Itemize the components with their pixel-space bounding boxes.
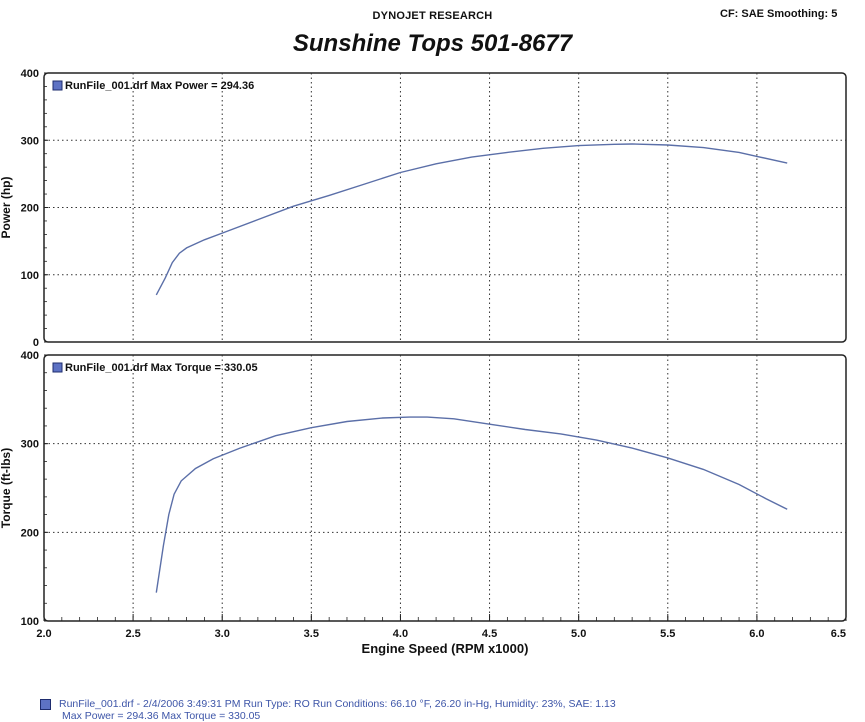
- x-tick-label: 4.0: [393, 628, 408, 640]
- x-tick-label: 6.5: [831, 628, 846, 640]
- x-tick-label: 3.5: [304, 628, 319, 640]
- x-tick-label: 4.5: [482, 628, 497, 640]
- x-tick-label: 5.0: [571, 628, 586, 640]
- torque-y-tick-label: 400: [21, 350, 39, 362]
- power-y-tick-label: 100: [21, 270, 39, 282]
- torque-legend-label: RunFile_001.drf Max Torque = 330.05: [65, 362, 258, 374]
- run-info-footer: RunFile_001.drf - 2/4/2006 3:49:31 PM Ru…: [40, 698, 860, 722]
- run-info-text: RunFile_001.drf - 2/4/2006 3:49:31 PM Ru…: [59, 698, 616, 710]
- x-tick-label: 2.0: [36, 628, 51, 640]
- torque-plot-frame: [43, 354, 847, 622]
- run-info-line: RunFile_001.drf - 2/4/2006 3:49:31 PM Ru…: [40, 698, 860, 710]
- company-name: DYNOJET RESEARCH: [372, 10, 493, 22]
- torque-y-axis-label: Torque (ft-lbs): [0, 448, 13, 528]
- max-values-line: Max Power = 294.36 Max Torque = 330.05: [62, 710, 261, 722]
- correction-factor-label: CF: SAE Smoothing: 5: [720, 8, 838, 20]
- power-y-tick-label: 300: [21, 135, 39, 147]
- power-legend-label: RunFile_001.drf Max Power = 294.36: [65, 80, 254, 92]
- x-tick-label: 6.0: [749, 628, 764, 640]
- power-y-axis-label: Power (hp): [0, 176, 13, 238]
- torque-y-tick-label: 300: [21, 439, 39, 451]
- torque-curve: [155, 416, 788, 593]
- torque-y-tick-label: 100: [21, 616, 39, 628]
- x-tick-label: 3.0: [215, 628, 230, 640]
- power-y-tick-label: 0: [33, 337, 39, 349]
- run-legend-swatch: [40, 698, 51, 710]
- power-y-tick-label: 200: [21, 203, 39, 215]
- x-tick-label: 2.5: [125, 628, 140, 640]
- power-curve: [155, 143, 788, 296]
- x-axis-label: Engine Speed (RPM x1000): [362, 641, 529, 656]
- power-y-tick-label: 400: [21, 68, 39, 80]
- x-tick-label: 5.5: [660, 628, 675, 640]
- power-legend-swatch: [52, 80, 63, 91]
- torque-legend-swatch: [52, 362, 63, 373]
- chart-title: Sunshine Tops 501-8677: [292, 30, 573, 57]
- torque-y-tick-label: 200: [21, 527, 39, 539]
